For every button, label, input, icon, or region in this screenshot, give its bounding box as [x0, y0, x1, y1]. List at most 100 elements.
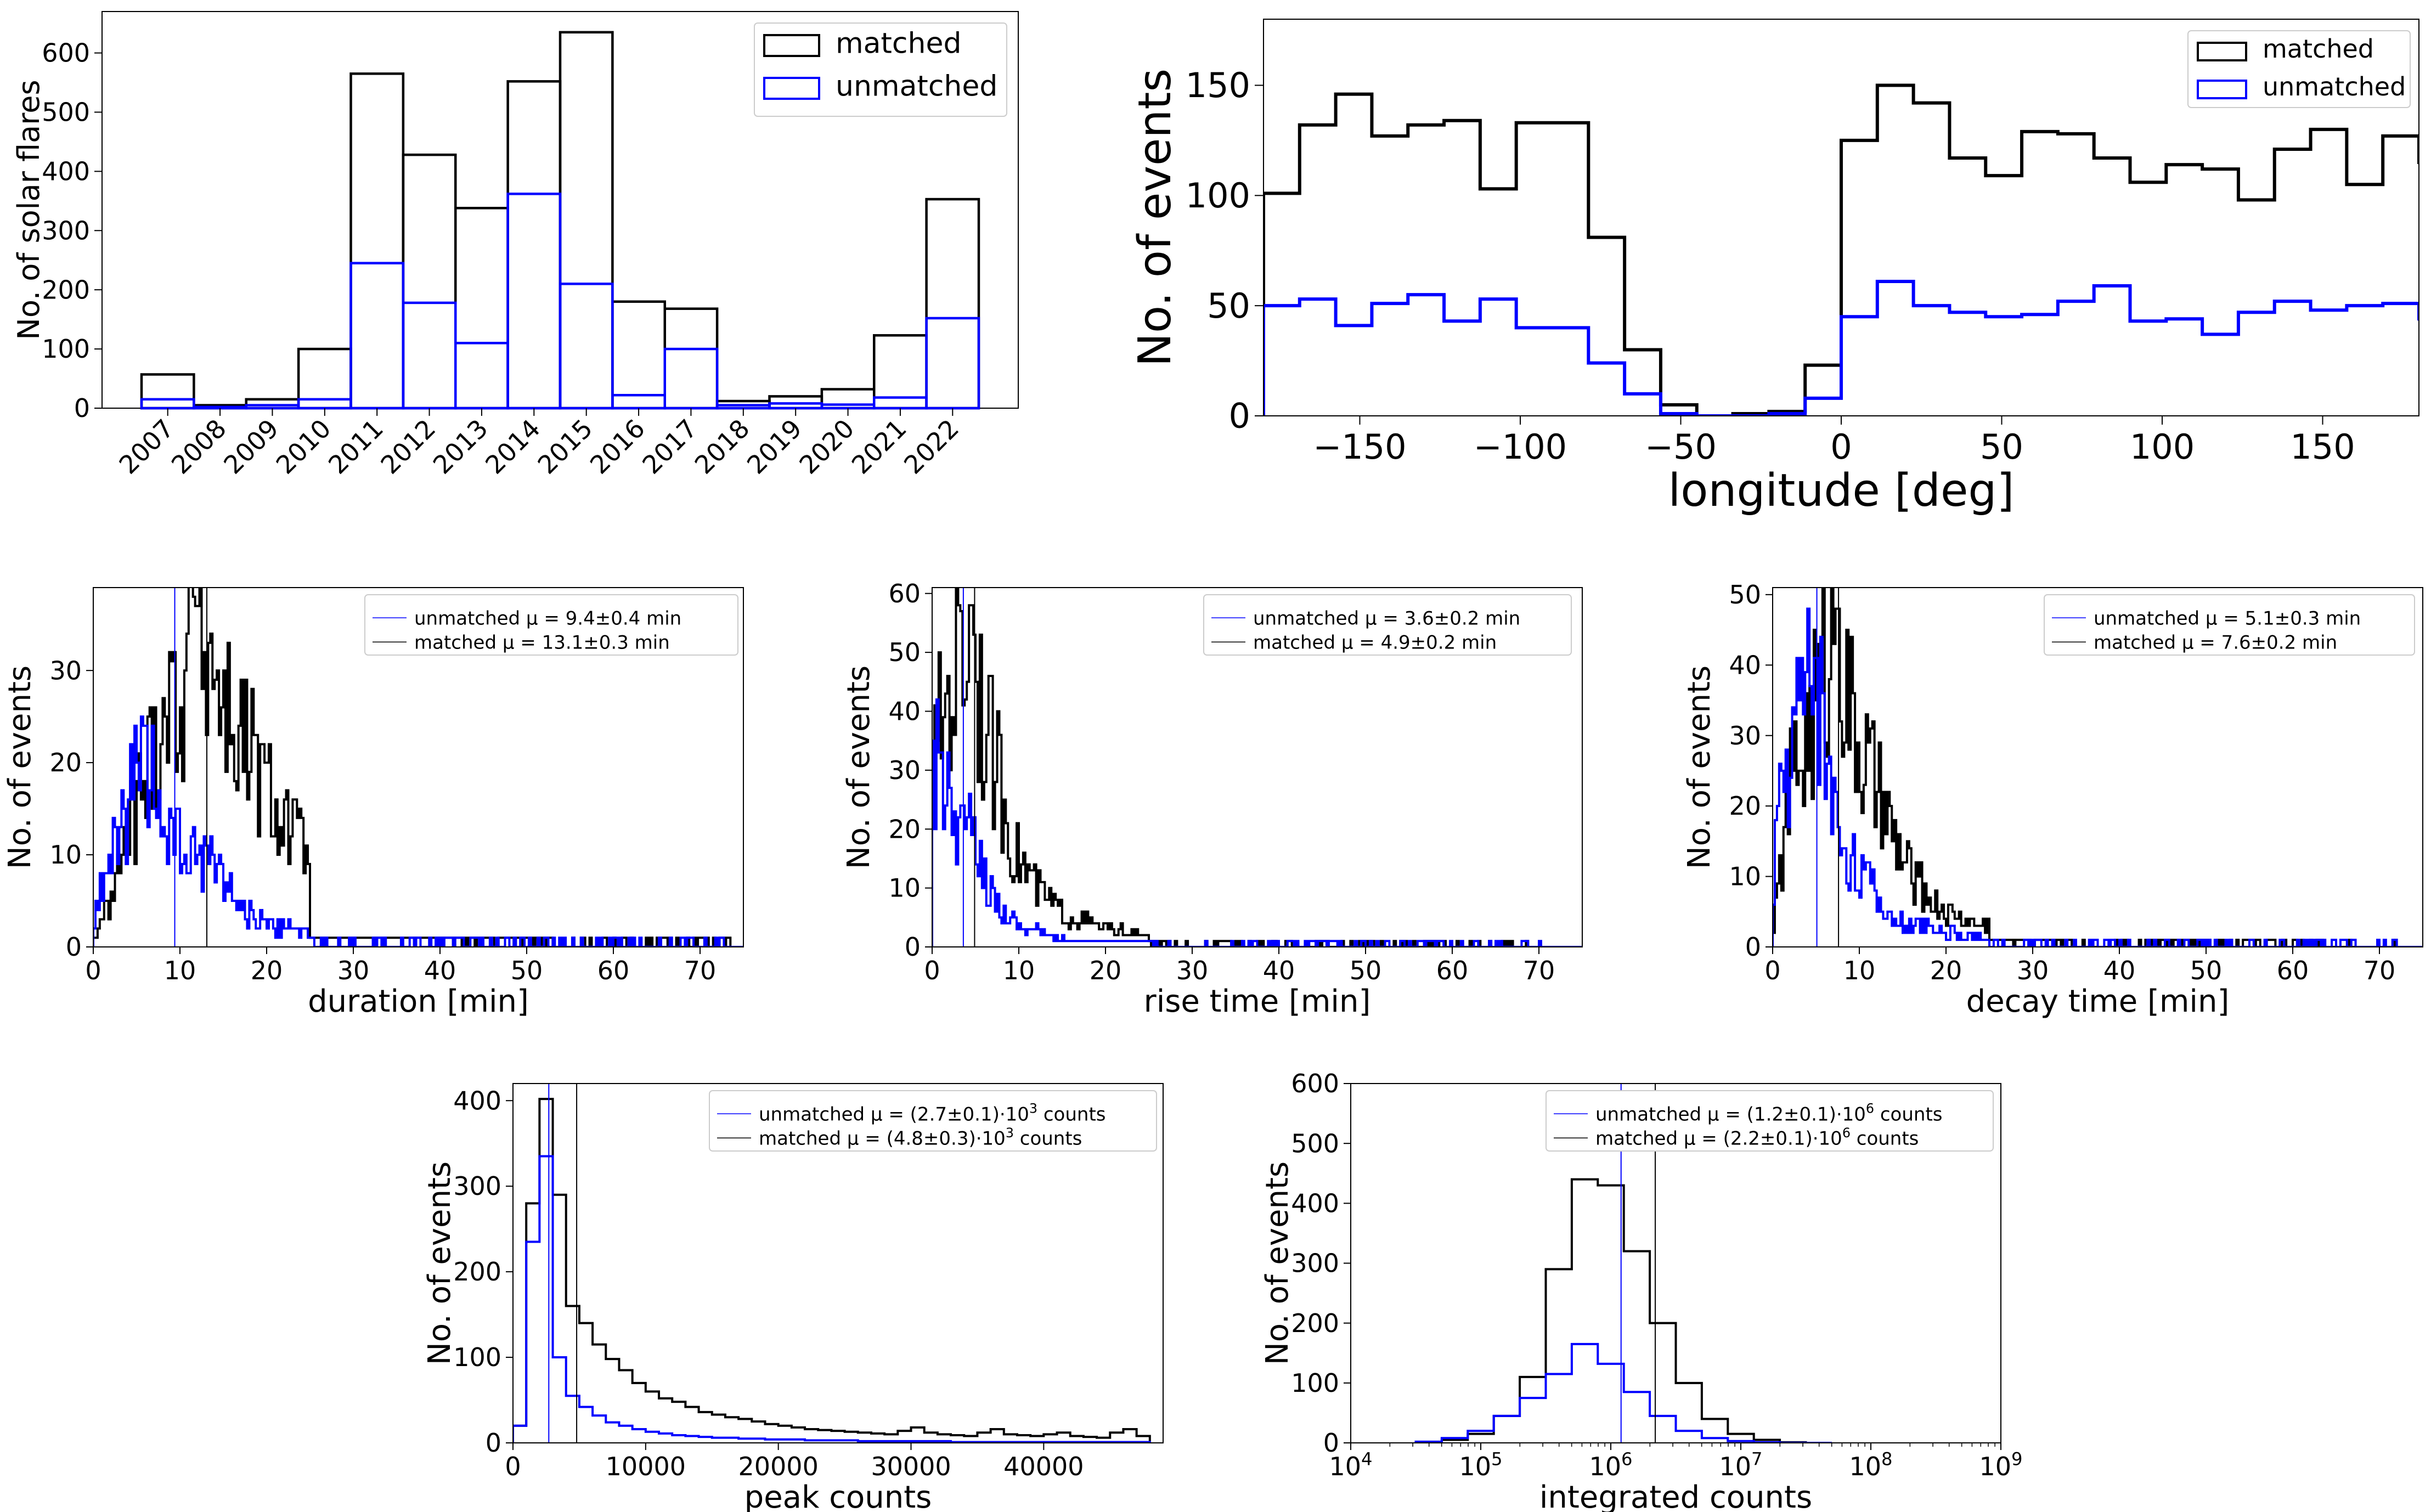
y-tick-label: 300	[42, 216, 90, 245]
x-tick-label: 2010	[270, 414, 337, 480]
x-tick-label: 107	[1719, 1449, 1762, 1481]
bar-unmatched-2010	[297, 398, 352, 410]
x-tick-label: 50	[511, 956, 543, 985]
y-tick-label: 500	[42, 98, 90, 127]
y-tick-label: 300	[1291, 1249, 1339, 1278]
x-tick-label: 100	[2130, 427, 2195, 467]
y-axis-label: No. of events	[1129, 69, 1181, 367]
y-tick-label: 100	[42, 334, 90, 364]
legend-text: counts	[1037, 1103, 1105, 1125]
legend-patch-matched	[2197, 42, 2247, 61]
legend-label-matched: matched μ = (4.8±0.3)·103 counts	[759, 1125, 1082, 1150]
y-tick-label: 50	[888, 637, 921, 667]
hist-unmatched	[513, 1155, 1151, 1443]
bar-unmatched-2013	[454, 342, 509, 410]
bar-matched-2011	[349, 72, 405, 410]
y-tick-label: 40	[1729, 650, 1761, 680]
x-tick-label: 20000	[738, 1452, 819, 1481]
y-tick-label: 30	[1729, 721, 1761, 751]
x-tick-label: 50	[2190, 956, 2223, 985]
x-tick-label: 30	[1176, 956, 1209, 985]
legend-label-unmatched: unmatched	[836, 70, 997, 103]
y-axis-label: No. of events	[2, 665, 38, 869]
legend-text: counts	[1874, 1103, 1942, 1125]
bar-matched-2022	[925, 198, 980, 410]
y-tick-label: 150	[1186, 65, 1250, 105]
tick-base: 10	[1979, 1452, 2011, 1481]
bar-unmatched-2017	[663, 347, 719, 410]
legend-box	[2187, 30, 2411, 108]
legend-label-matched: matched μ = (2.2±0.1)·106 counts	[1595, 1125, 1919, 1150]
x-axis-label: integrated counts	[1539, 1480, 1812, 1512]
tick-exponent: 6	[1621, 1449, 1632, 1470]
tick-base: 10	[1459, 1452, 1491, 1481]
legend-patch-unmatched	[763, 77, 820, 100]
tick-exponent: 9	[2011, 1449, 2022, 1470]
x-tick-label: 10000	[606, 1452, 686, 1481]
bar-unmatched-2012	[402, 301, 457, 410]
x-tick-label: 2022	[898, 414, 964, 480]
y-tick-label: 60	[888, 579, 921, 608]
bar-unmatched-2020	[820, 403, 876, 410]
x-tick-label: 10	[164, 956, 196, 985]
bar-unmatched-2021	[873, 396, 928, 410]
hist-matched	[1264, 83, 2419, 416]
legend-box	[709, 1090, 1157, 1152]
x-axis-label: peak counts	[744, 1480, 932, 1512]
bar-unmatched-2008	[193, 405, 247, 410]
x-tick-label: 40	[424, 956, 456, 985]
legend-patch-matched	[763, 34, 820, 57]
x-tick-label: 2011	[323, 414, 389, 480]
y-axis-label: No. of events	[1682, 665, 1717, 869]
hist-unmatched	[1264, 279, 2419, 416]
x-tick-label: 20	[1090, 956, 1122, 985]
x-tick-label: 2019	[741, 414, 808, 480]
legend-label-matched: matched μ = 13.1±0.3 min	[414, 632, 670, 654]
x-axis-label: duration [min]	[308, 984, 529, 1019]
y-tick-label: 50	[1207, 286, 1250, 326]
y-tick-label: 50	[1729, 580, 1761, 610]
x-tick-label: 50	[1980, 427, 2023, 467]
legend-label-matched: matched μ = 4.9±0.2 min	[1253, 632, 1497, 654]
y-tick-label: 400	[42, 156, 90, 186]
tick-exponent: 8	[1881, 1449, 1892, 1470]
x-tick-label: 2018	[689, 414, 755, 480]
x-tick-label: −50	[1645, 427, 1717, 467]
hist-matched	[1773, 588, 2423, 947]
x-tick-label: 2009	[218, 414, 284, 480]
hist-matched	[93, 588, 743, 947]
y-axis-label: No. of solar flares	[12, 80, 46, 340]
x-tick-label: 2015	[532, 414, 598, 480]
x-tick-label: 60	[597, 956, 630, 985]
legend-box	[754, 22, 1007, 117]
x-tick-label: 40	[2103, 956, 2136, 985]
legend-box	[1546, 1090, 1994, 1152]
x-tick-label: 0	[924, 956, 940, 985]
y-tick-label: 10	[1729, 862, 1761, 892]
y-tick-label: 20	[49, 748, 82, 777]
x-tick-label: 30	[2017, 956, 2049, 985]
x-tick-label: 0	[1764, 956, 1780, 985]
legend-box	[364, 594, 738, 656]
x-tick-label: 108	[1849, 1449, 1892, 1481]
x-tick-label: 2014	[480, 414, 546, 480]
x-tick-label: 30	[337, 956, 370, 985]
legend-text: counts	[1851, 1128, 1919, 1150]
y-tick-label: 30	[49, 656, 82, 685]
legend-text: unmatched μ = (2.7±0.1)·10	[759, 1103, 1029, 1125]
hist-unmatched	[932, 698, 1582, 947]
y-tick-label: 20	[888, 814, 921, 844]
y-tick-label: 20	[1729, 791, 1761, 821]
x-tick-label: 150	[2290, 427, 2355, 467]
y-tick-label: 0	[1323, 1428, 1339, 1458]
plot-frame	[932, 587, 1583, 947]
bar-matched-2014	[506, 80, 562, 410]
bar-unmatched-2022	[925, 317, 980, 410]
x-tick-label: 104	[1329, 1449, 1372, 1481]
x-tick-label: 106	[1589, 1449, 1632, 1481]
bar-unmatched-2009	[245, 404, 300, 410]
x-tick-label: 2021	[846, 414, 912, 480]
tick-exponent: 4	[1361, 1449, 1372, 1470]
